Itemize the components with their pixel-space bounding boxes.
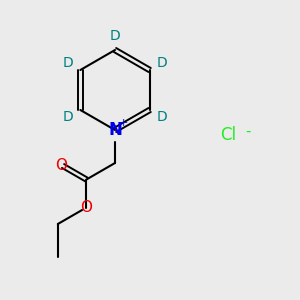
Text: D: D	[156, 110, 167, 124]
Text: D: D	[63, 110, 74, 124]
Text: D: D	[156, 56, 167, 70]
Text: O: O	[55, 158, 67, 173]
Text: -: -	[245, 124, 251, 139]
Text: N: N	[108, 121, 122, 139]
Text: D: D	[63, 56, 74, 70]
Text: D: D	[110, 29, 120, 43]
Text: Cl: Cl	[220, 126, 236, 144]
Text: +: +	[118, 118, 128, 128]
Text: O: O	[80, 200, 92, 215]
